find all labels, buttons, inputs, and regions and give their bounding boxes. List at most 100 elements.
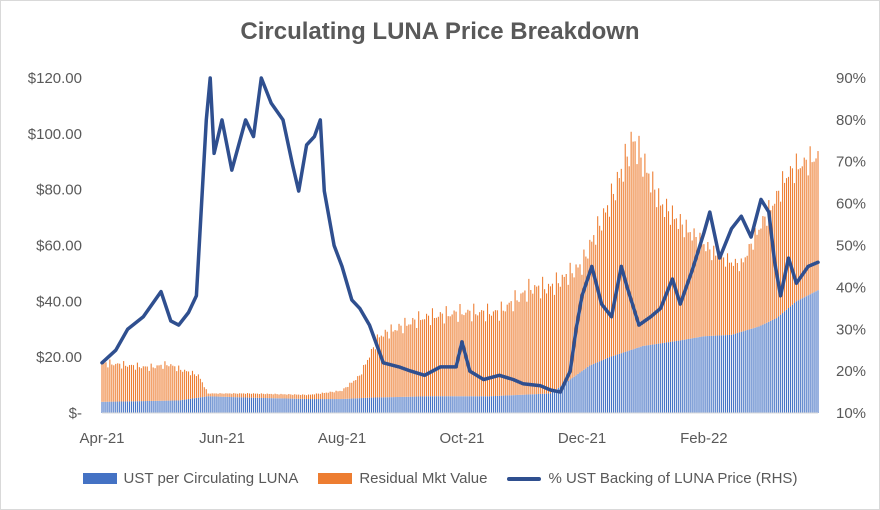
ust-bar [290,398,292,413]
residual-bar [787,176,790,309]
ust-bar [205,396,207,413]
ust-bar [302,398,304,413]
residual-bar [752,249,754,329]
residual-bar [536,286,538,395]
residual-bar [709,249,711,336]
residual-bar [563,276,565,384]
residual-bar [811,162,813,294]
ust-bar [547,393,550,413]
ust-bar [209,396,211,413]
ust-bar [384,397,386,413]
residual-bar [732,265,734,335]
ust-bar [225,396,227,413]
residual-bar [581,274,583,372]
residual-bar [132,365,135,402]
residual-bar [652,171,654,345]
ust-bar [673,341,675,413]
ust-bar [449,396,451,413]
ust-bar [630,349,632,413]
ust-bar [593,363,595,413]
residual-bar [782,171,784,314]
residual-bar [666,198,668,343]
ust-bar [715,335,717,413]
ust-bar [245,397,247,413]
ust-bar [223,396,225,413]
ust-bar [791,304,793,413]
y-left-tick-label: $- [69,405,82,422]
residual-bar [414,319,416,397]
residual-bar [426,313,428,397]
ust-bar [778,316,780,413]
residual-bar [162,368,164,401]
ust-bar [268,398,270,413]
residual-bar [658,188,660,344]
x-ticks: Apr-21 Jun-21 Aug-21 Oct-21 Dec-21 Feb-22 [79,430,727,447]
residual-bar [410,324,412,397]
residual-bar [325,392,327,400]
ust-bar [306,399,308,413]
residual-bar [740,258,742,332]
residual-bar [245,393,247,398]
ust-bar [471,396,473,413]
ust-bar [266,398,268,413]
ust-bar [239,397,241,413]
residual-bar [508,302,510,396]
ust-bar [353,398,355,413]
ust-bar [300,398,302,413]
residual-bar [734,258,736,334]
ust-bar [648,345,650,413]
ust-bar [233,397,235,413]
residual-bar [374,349,376,398]
ust-bar [388,397,390,413]
residual-bar [329,391,331,400]
residual-bar [797,169,799,301]
ust-bar [492,396,494,413]
ust-bar [392,397,394,413]
ust-bar [162,400,164,413]
residual-bar [756,234,758,328]
ust-bar [577,373,579,413]
residual-bar [593,235,595,364]
residual-bar [308,394,310,400]
ust-bar [522,394,524,413]
ust-bar [815,291,817,413]
ust-bar [343,398,345,413]
residual-bar [284,394,286,399]
ust-bar [333,399,335,413]
ust-bar [211,396,213,413]
residual-bar [795,153,797,302]
residual-bar [477,315,479,397]
ust-bar [327,399,329,413]
residual-bar [772,205,774,320]
ust-bar [695,337,697,414]
ust-bar [453,396,455,413]
residual-bar [561,274,563,386]
ust-bar [734,333,736,413]
ust-bar [256,397,258,413]
residual-bar [447,316,449,397]
ust-bar [148,400,150,413]
residual-bar [309,394,312,400]
ust-bar [357,398,359,413]
residual-bar [321,392,323,400]
residual-bar [264,394,266,399]
residual-bar [707,242,709,337]
residual-bar [427,315,430,397]
ust-bar [140,401,142,413]
ust-bar [667,342,670,413]
residual-bar [662,204,664,344]
ust-bar [412,396,414,413]
residual-bar [282,394,284,399]
residual-bar [266,393,268,399]
residual-bar [681,224,683,341]
residual-bar [345,387,347,399]
ust-bar [603,359,605,413]
ust-bar [101,401,103,413]
residual-bar [119,363,121,402]
ust-bar [138,401,140,413]
ust-bar [512,395,514,413]
ust-bar [433,396,435,413]
ust-bar [132,401,135,413]
residual-bar [256,393,258,398]
ust-bar [683,339,685,413]
